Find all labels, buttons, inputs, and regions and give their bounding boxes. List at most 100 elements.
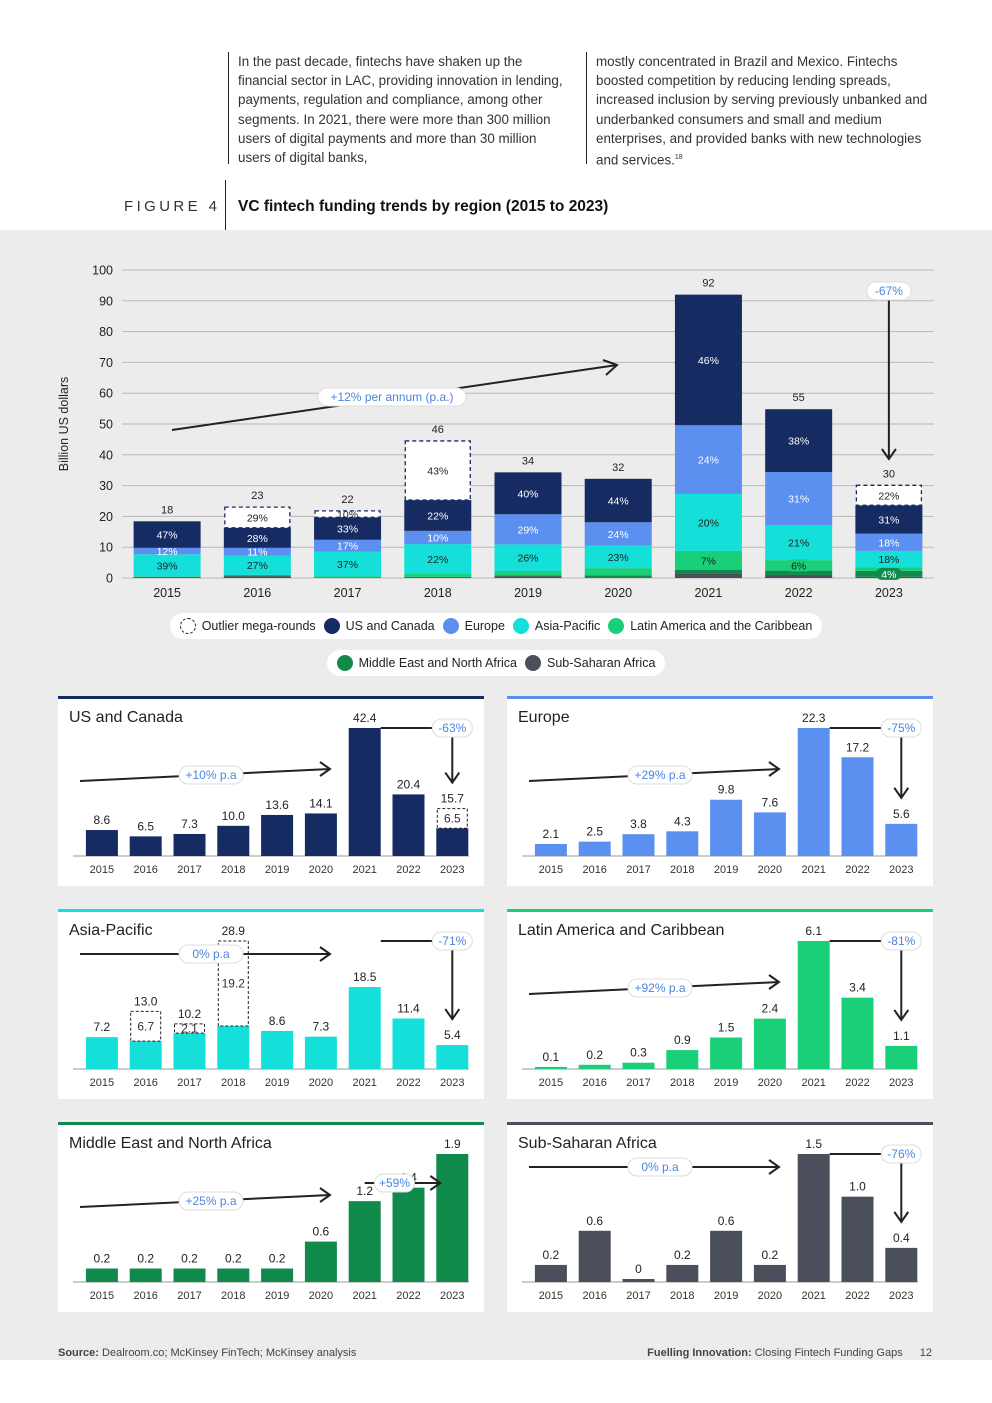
panel-bar [710, 1038, 742, 1069]
panel-bar [174, 1269, 206, 1282]
panel-value-label: 15.7 [441, 792, 465, 806]
legend-item-ssa: Sub-Saharan Africa [525, 655, 655, 671]
segment-pct-label: 43% [427, 466, 448, 478]
panel-x-label: 2018 [670, 1290, 694, 1302]
panel-x-label: 2016 [582, 1290, 606, 1302]
panel-bar [885, 1248, 917, 1282]
legend-item-outlier: Outlier mega-rounds [180, 618, 316, 634]
segment-pct-label: 17% [337, 541, 358, 553]
panel-bar [217, 1026, 249, 1069]
figure-label: FIGURE 4 [124, 198, 220, 215]
panel-bar [579, 1231, 611, 1282]
panel-x-label: 2015 [539, 1077, 563, 1089]
panel-value-label: 1.2 [356, 1184, 373, 1198]
segment-pct-label: 31% [788, 494, 809, 506]
segment-pct-label: 23% [608, 552, 629, 564]
panel-x-label: 2019 [265, 1077, 289, 1089]
panel-bar [86, 830, 118, 856]
panel-x-label: 2022 [396, 1290, 420, 1302]
y-tick-label: 10 [99, 541, 113, 555]
panel-x-label: 2018 [670, 864, 694, 876]
panel-growth-annotation: +25% p.a [185, 1194, 236, 1208]
panel-value-label: 42.4 [353, 711, 377, 725]
bar-segment-ssa [404, 577, 471, 578]
panel-x-label: 2016 [133, 1290, 157, 1302]
source-note: Source: Dealroom.co; McKinsey FinTech; M… [58, 1347, 356, 1359]
panel-bar [535, 844, 567, 856]
panel-bar [754, 1265, 786, 1282]
panel-value-label: 1.9 [444, 1137, 461, 1151]
segment-pct-label: 21% [788, 538, 809, 550]
panel-value-label: 0.2 [543, 1248, 560, 1262]
legend-swatch-outlier [180, 618, 196, 634]
panel-decline-annotation: -81% [887, 934, 915, 948]
panel-value-label: 0.6 [313, 1225, 330, 1239]
panel-x-label: 2017 [626, 1290, 650, 1302]
y-tick-label: 80 [99, 325, 113, 339]
bar-segment-latam [495, 571, 562, 576]
panel-value-label: 1.5 [718, 1021, 735, 1035]
segment-pct-label: 39% [157, 560, 178, 572]
panel-value-label: 2.1 [543, 827, 560, 841]
growth-annotation: +12% per annum (p.a.) [330, 390, 453, 404]
panel-value-label: 0.3 [630, 1046, 647, 1060]
bar-segment-ssa [765, 575, 832, 578]
panel-bar [349, 987, 381, 1069]
panel-value-label: 18.5 [353, 970, 377, 984]
panel-chart-europe: 2.120152.520163.820174.320189.820197.620… [507, 699, 933, 889]
panel-value-label: 8.6 [94, 813, 111, 827]
panel-value-label: 7.2 [94, 1020, 111, 1034]
panel-x-label: 2021 [352, 1077, 376, 1089]
segment-pct-label: 40% [517, 488, 538, 500]
panel-x-label: 2017 [626, 1077, 650, 1089]
segment-pct-label: 22% [427, 554, 448, 566]
panel-x-label: 2021 [352, 1290, 376, 1302]
panel-x-label: 2020 [309, 1077, 333, 1089]
panel-x-label: 2016 [582, 1077, 606, 1089]
panel-x-label: 2017 [177, 864, 201, 876]
panel-value-label: 0.2 [94, 1252, 111, 1266]
y-tick-label: 60 [99, 387, 113, 401]
y-tick-label: 100 [92, 264, 113, 278]
segment-pct-label: 38% [788, 436, 809, 448]
panel-value-label: 7.3 [313, 1020, 330, 1034]
panel-chart-ssa: 0.220150.62016020170.220180.620190.22020… [507, 1125, 933, 1315]
segment-pct-label: 29% [247, 512, 268, 524]
panel-bar [393, 1019, 425, 1069]
segment-pct-label: 44% [608, 496, 629, 508]
panel-value-label: 4.3 [674, 814, 691, 828]
panel-value-label: 0.9 [674, 1033, 691, 1047]
legend-swatch-europe [443, 618, 459, 634]
legend-label: Asia-Pacific [535, 619, 600, 633]
panel-x-label: 2023 [440, 1290, 464, 1302]
panel-bar [710, 800, 742, 856]
panel-value-label: 0.2 [586, 1048, 603, 1062]
panel-bar [349, 728, 381, 856]
legend-row-1: Outlier mega-roundsUS and CanadaEuropeAs… [0, 613, 992, 639]
y-axis-label: Billion US dollars [57, 377, 71, 471]
panel-bar [261, 1031, 293, 1069]
panel-bar [754, 812, 786, 856]
panel-x-label: 2023 [889, 1290, 913, 1302]
panel-value-label: 1.1 [893, 1029, 910, 1043]
panel-bar [666, 1050, 698, 1069]
bar-segment-mena [224, 576, 291, 577]
bar-total-label: 30 [883, 468, 895, 480]
intro-left-text: In the past decade, fintechs have shaken… [238, 54, 563, 165]
footnote-ref[interactable]: 18 [675, 154, 683, 161]
panel-us-canada: US and Canada 8.620156.520167.3201710.02… [58, 696, 484, 886]
panel-ssa: Sub-Saharan Africa 0.220150.62016020170.… [507, 1122, 933, 1312]
panel-growth-annotation: +92% p.a [634, 981, 685, 995]
bar-total-label: 32 [612, 462, 624, 474]
panel-x-label: 2019 [714, 864, 738, 876]
legend-item-us: US and Canada [324, 618, 435, 634]
panel-value-label: 6.1 [805, 924, 822, 938]
panel-bar [305, 813, 337, 856]
legend-pill-2: Middle East and North AfricaSub-Saharan … [327, 650, 666, 676]
x-tick-label: 2023 [875, 586, 903, 600]
panel-decline-annotation: -75% [887, 721, 915, 735]
panel-value-label: 0.2 [181, 1252, 198, 1266]
source-label: Source: [58, 1347, 99, 1359]
panel-x-label: 2021 [801, 1290, 825, 1302]
panel-x-label: 2018 [221, 1290, 245, 1302]
